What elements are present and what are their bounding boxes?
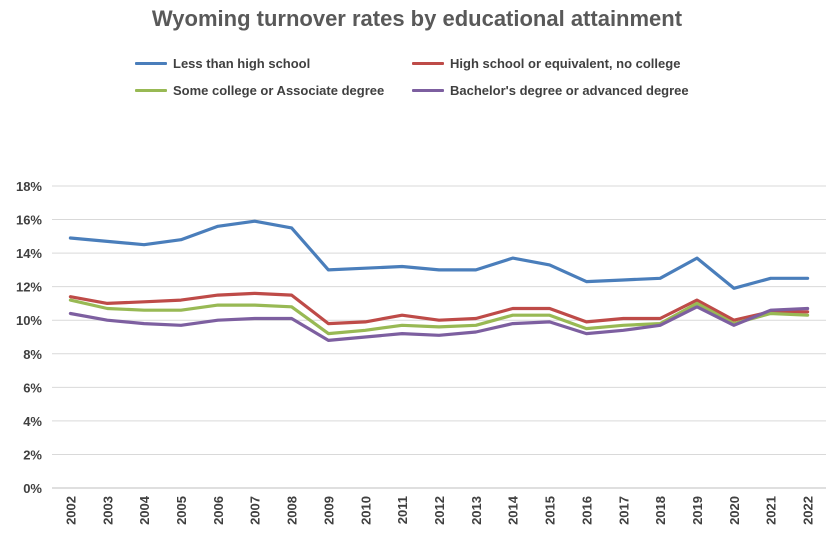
x-tick-label: 2006 — [211, 496, 226, 525]
x-tick-label: 2008 — [285, 496, 300, 525]
y-tick-label: 6% — [23, 380, 42, 395]
chart-title: Wyoming turnover rates by educational at… — [151, 6, 683, 31]
y-tick-label: 2% — [23, 447, 42, 462]
y-tick-label: 12% — [16, 280, 42, 295]
legend-swatch — [135, 61, 167, 65]
y-tick-label: 8% — [23, 347, 42, 362]
x-tick-label: 2018 — [653, 496, 668, 525]
legend-swatch — [135, 88, 167, 92]
y-tick-label: 18% — [16, 179, 42, 194]
x-tick-label: 2004 — [137, 495, 152, 525]
series-line-3 — [68, 305, 810, 342]
x-tick-label: 2016 — [579, 496, 594, 525]
x-tick-label: 2005 — [174, 496, 189, 525]
series-line-0 — [68, 219, 810, 290]
x-tick-label: 2021 — [764, 496, 779, 525]
y-tick-label: 0% — [23, 481, 42, 496]
x-tick-label: 2017 — [616, 496, 631, 525]
y-tick-label: 16% — [16, 213, 42, 228]
x-tick-label: 2010 — [358, 496, 373, 525]
y-tick-label: 10% — [16, 313, 42, 328]
series-line-2 — [68, 298, 810, 336]
x-tick-label: 2014 — [506, 495, 521, 525]
legend-item-some-college: Some college or Associate degree — [135, 81, 384, 99]
y-tick-label: 14% — [16, 246, 42, 261]
series-line-1 — [68, 291, 810, 326]
legend-swatch — [412, 88, 444, 92]
legend-swatch — [412, 61, 444, 65]
legend-label: Some college or Associate degree — [173, 82, 385, 98]
x-tick-label: 2015 — [543, 496, 558, 525]
x-tick-label: 2007 — [248, 496, 263, 525]
x-tick-label: 2003 — [100, 496, 115, 525]
x-tick-label: 2019 — [690, 496, 705, 525]
x-tick-label: 2011 — [395, 496, 410, 524]
x-tick-label: 2002 — [63, 496, 78, 525]
legend-item-bachelors: Bachelor's degree or advanced degree — [412, 81, 689, 99]
legend-label: High school or equivalent, no college — [450, 55, 681, 71]
legend-item-less-than-high-school: Less than high school — [135, 54, 310, 72]
x-tick-label: 2012 — [432, 496, 447, 525]
legend-item-high-school: High school or equivalent, no college — [412, 54, 680, 72]
y-tick-label: 4% — [23, 414, 42, 429]
x-tick-label: 2009 — [321, 496, 336, 525]
legend-label: Bachelor's degree or advanced degree — [450, 82, 689, 98]
x-tick-label: 2020 — [727, 496, 742, 525]
x-tick-label: 2022 — [801, 496, 816, 525]
x-tick-label: 2013 — [469, 496, 484, 525]
legend-label: Less than high school — [173, 55, 311, 71]
